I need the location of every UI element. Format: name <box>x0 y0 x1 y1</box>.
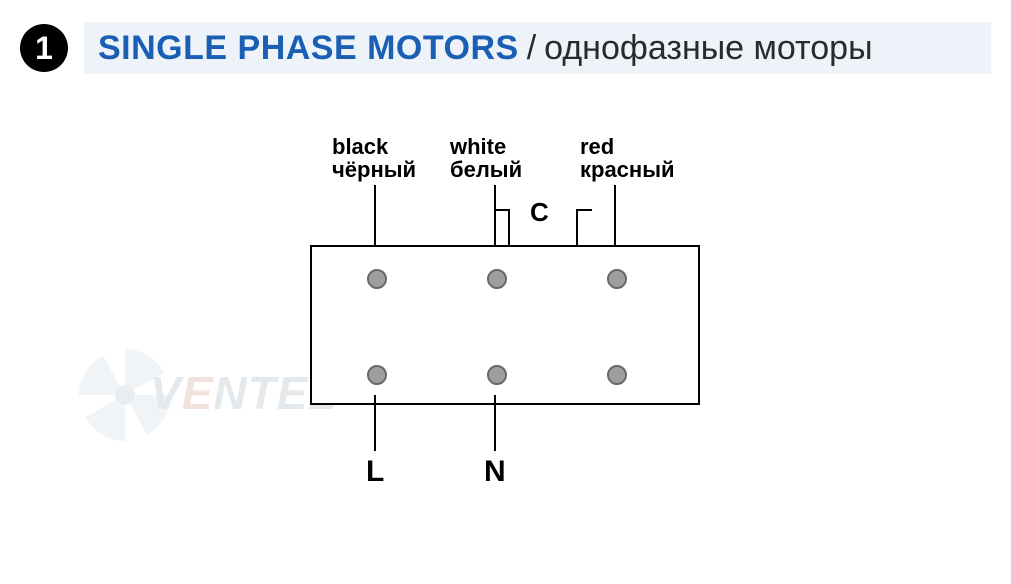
terminal-6 <box>607 365 627 385</box>
capacitor-bar-left <box>494 209 510 211</box>
header: 1 SINGLE PHASE MOTORS / однофазные мотор… <box>20 20 991 76</box>
terminal-3 <box>607 269 627 289</box>
terminal-block <box>310 245 700 405</box>
supply-label-l: L <box>366 455 384 489</box>
wire-label-white-ru: белый <box>450 158 522 181</box>
capacitor-lead-left <box>508 209 510 245</box>
terminal-2 <box>487 269 507 289</box>
title-ru: однофазные моторы <box>544 29 872 68</box>
wire-label-black: black чёрный <box>332 135 416 181</box>
title-en: SINGLE PHASE MOTORS <box>98 29 519 68</box>
terminal-5 <box>487 365 507 385</box>
section-number-badge: 1 <box>20 24 68 72</box>
wire-label-white: white белый <box>450 135 522 181</box>
capacitor-bar-right <box>576 209 592 211</box>
wire-label-red-ru: красный <box>580 158 675 181</box>
section-number: 1 <box>35 30 53 67</box>
capacitor-label: C <box>530 197 549 228</box>
wire-label-black-ru: чёрный <box>332 158 416 181</box>
watermark-text-accent: E <box>182 367 214 419</box>
wire-label-white-en: white <box>450 135 522 158</box>
terminal-1 <box>367 269 387 289</box>
terminal-4 <box>367 365 387 385</box>
lead-supply-l <box>374 395 376 451</box>
wire-label-red-en: red <box>580 135 675 158</box>
header-title-bar: SINGLE PHASE MOTORS / однофазные моторы <box>84 22 991 74</box>
capacitor-lead-right <box>576 209 578 245</box>
supply-label-n: N <box>484 455 506 489</box>
wire-label-red: red красный <box>580 135 675 181</box>
wire-label-black-en: black <box>332 135 416 158</box>
title-separator: / <box>527 29 536 68</box>
wiring-diagram: black чёрный white белый red красный C L… <box>280 135 740 535</box>
watermark-text-left: V <box>150 367 182 419</box>
fan-icon <box>70 340 180 450</box>
lead-supply-n <box>494 395 496 451</box>
